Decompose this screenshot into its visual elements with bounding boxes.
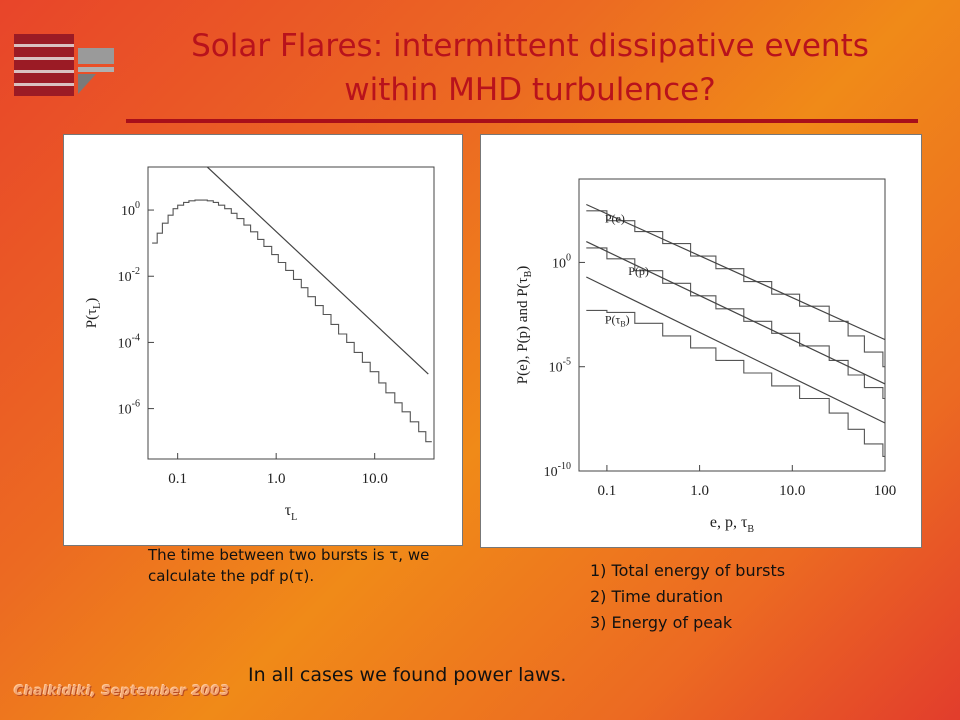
x-tick-label-2: 10.0	[779, 483, 805, 499]
conclusion-text: In all cases we found power laws.	[248, 664, 567, 686]
plot-frame	[147, 166, 435, 460]
y-tick-label-0: 100	[552, 252, 571, 271]
logo-icon	[14, 34, 114, 96]
chart-left: 0.1 1.0 10.0 100 10-2 10-4 10-6 τL P(τL)	[84, 166, 435, 523]
x-tick-label-2: 10.0	[362, 471, 388, 487]
x-tick-label-1: 1.0	[690, 483, 709, 499]
series-step-0	[152, 199, 432, 443]
y-tick-label-3: 10-6	[118, 399, 140, 418]
series-group	[586, 203, 885, 457]
title-underline	[126, 119, 918, 123]
x-tick-label-1: 1.0	[267, 471, 286, 487]
footer-text: Chalkidiki, September 2003	[14, 684, 230, 699]
slide-title: Solar Flares: intermittent dissipative e…	[120, 24, 940, 112]
y-axis-label: P(τL)	[84, 298, 103, 328]
y-tick-label-1: 10-5	[549, 357, 571, 376]
series-fit-1	[586, 203, 885, 341]
title-line-1: Solar Flares: intermittent dissipative e…	[191, 28, 869, 64]
series-label-1: P(p)	[628, 264, 649, 278]
measure-item-3: 3) Energy of peak	[590, 613, 733, 632]
y-tick-label-0: 100	[121, 200, 140, 219]
x-tick-label-0: 0.1	[168, 471, 187, 487]
series-group	[152, 167, 432, 443]
caption-left: The time between two bursts is τ, we cal…	[148, 546, 430, 585]
series-label-2: P(τB)	[605, 312, 630, 328]
x-tick-label-0: 0.1	[598, 483, 617, 499]
x-axis-label: e, p, τB	[710, 514, 755, 535]
x-axis-label: τL	[285, 502, 298, 523]
series-step-2	[586, 247, 885, 400]
series-fit-5	[586, 276, 885, 424]
series-label-0: P(e)	[605, 212, 625, 226]
chart-panel-right: 0.1 1.0 10.0 100 100 10-5 10-10 e, p, τB P(e), P…	[480, 134, 922, 548]
series-step-0	[586, 210, 885, 368]
y-tick-label-2: 10-10	[544, 461, 571, 480]
title-line-2: within MHD turbulence?	[344, 72, 716, 108]
measure-item-1: 1) Total energy of bursts	[590, 561, 786, 580]
series-fit-1	[206, 167, 429, 375]
x-tick-label-3: 100	[874, 483, 897, 499]
series-fit-3	[586, 241, 885, 385]
plot-frame	[578, 178, 886, 472]
series-step-4	[586, 309, 885, 457]
y-axis-label: P(e), P(p) and P(τB)	[515, 266, 534, 385]
measures-list: 1) Total energy of bursts 2) Time durati…	[590, 558, 785, 636]
y-tick-label-1: 10-2	[118, 266, 140, 285]
chart-panel-left: 0.1 1.0 10.0 100 10-2 10-4 10-6 τL P(τL)	[63, 134, 463, 546]
measure-item-2: 2) Time duration	[590, 587, 724, 606]
chart-right: 0.1 1.0 10.0 100 100 10-5 10-10 e, p, τB P(e), P…	[515, 178, 897, 535]
y-tick-label-2: 10-4	[118, 332, 140, 351]
